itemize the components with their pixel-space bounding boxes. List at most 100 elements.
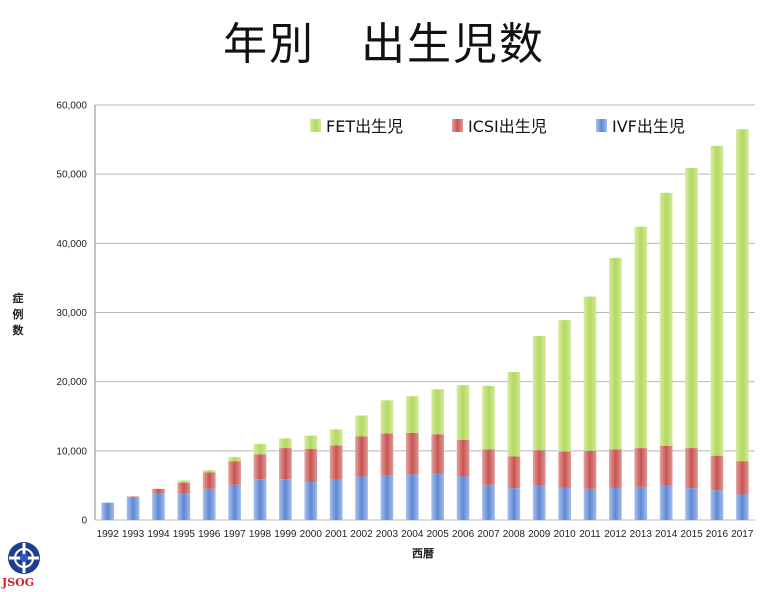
bar-segment-icsi bbox=[558, 451, 571, 488]
x-tick-label: 2009 bbox=[528, 529, 551, 540]
bar-segment-ivf bbox=[329, 479, 343, 520]
y-axis-label: 症例数 bbox=[13, 291, 25, 337]
x-tick-label: 2011 bbox=[579, 529, 601, 540]
y-tick-label: 0 bbox=[81, 516, 87, 527]
bar-segment-ivf bbox=[558, 487, 571, 520]
y-tick-labels: 0 10,000 20,000 30,000 40,000 50,000 60,000 bbox=[56, 101, 87, 527]
bar-segment-ivf bbox=[685, 488, 698, 520]
bar-segment-icsi bbox=[202, 472, 216, 489]
bar-segment-ivf bbox=[456, 476, 470, 520]
x-tick-label: 1999 bbox=[274, 529, 297, 540]
bar-segment-fet bbox=[710, 145, 724, 456]
bar-segment-icsi bbox=[405, 432, 419, 475]
bar-segment-fet bbox=[583, 296, 597, 451]
bar-segment-icsi bbox=[126, 496, 140, 498]
bar-segment-ivf bbox=[152, 493, 165, 520]
x-tick-label: 2001 bbox=[325, 529, 348, 540]
bar-segment-icsi bbox=[355, 436, 368, 477]
x-tick-label: 2017 bbox=[731, 529, 754, 540]
y-axis-label-char: 症 bbox=[13, 291, 24, 305]
bars bbox=[101, 129, 749, 520]
bar-segment-icsi bbox=[177, 482, 191, 494]
x-tick-label: 2004 bbox=[401, 529, 424, 540]
bar-segment-icsi bbox=[228, 461, 241, 485]
x-axis-label: 西暦 bbox=[412, 547, 434, 560]
bar-segment-icsi bbox=[507, 456, 521, 489]
bar-segment-icsi bbox=[583, 450, 597, 489]
bar-segment-fet bbox=[329, 429, 343, 446]
x-tick-label: 2005 bbox=[427, 529, 450, 540]
legend-label: FET出生児 bbox=[326, 117, 403, 136]
bar-segment-icsi bbox=[685, 448, 698, 489]
bar-segment-ivf bbox=[609, 487, 622, 520]
bar-segment-fet bbox=[228, 457, 241, 462]
bar-segment-fet bbox=[659, 192, 673, 446]
x-tick-label: 2007 bbox=[477, 529, 500, 540]
legend-swatch bbox=[596, 119, 607, 132]
bar-segment-ivf bbox=[532, 485, 546, 520]
bar-segment-ivf bbox=[405, 474, 419, 520]
y-tick-label: 30,000 bbox=[56, 308, 87, 319]
y-tick-label: 10,000 bbox=[56, 446, 87, 457]
bar-segment-fet bbox=[609, 257, 622, 450]
bar-segment-icsi bbox=[710, 455, 724, 491]
x-tick-label: 2016 bbox=[706, 529, 729, 540]
bar-segment-icsi bbox=[329, 445, 343, 480]
bar-segment-ivf bbox=[735, 494, 749, 520]
legend-swatch bbox=[310, 119, 321, 132]
bar-segment-ivf bbox=[228, 484, 241, 520]
x-tick-label: 1992 bbox=[97, 529, 120, 540]
bar-segment-fet bbox=[405, 396, 419, 433]
x-tick-label: 2008 bbox=[503, 529, 526, 540]
bar-segment-fet bbox=[634, 226, 648, 449]
y-tick-label: 50,000 bbox=[56, 170, 87, 181]
bar-segment-fet bbox=[431, 389, 445, 435]
x-tick-label: 2014 bbox=[655, 529, 678, 540]
x-tick-label: 1998 bbox=[249, 529, 272, 540]
bar-segment-ivf bbox=[583, 488, 597, 520]
bar-segment-ivf bbox=[659, 485, 673, 520]
y-tick-label: 60,000 bbox=[56, 101, 87, 112]
y-axis-label-char: 数 bbox=[13, 323, 25, 337]
bar-segment-ivf bbox=[507, 488, 521, 520]
bar-segment-icsi bbox=[609, 449, 622, 488]
bar-segment-fet bbox=[735, 129, 749, 462]
legend-label: ICSI出生児 bbox=[468, 117, 547, 136]
bar-segment-icsi bbox=[735, 461, 749, 495]
bar-segment-fet bbox=[304, 435, 318, 449]
bar-segment-ivf bbox=[202, 488, 216, 520]
bar-segment-icsi bbox=[532, 450, 546, 486]
x-tick-label: 1993 bbox=[122, 529, 145, 540]
jsog-logo bbox=[8, 542, 40, 574]
bar-segment-ivf bbox=[634, 486, 648, 520]
x-tick-label: 2015 bbox=[680, 529, 703, 540]
bar-segment-fet bbox=[482, 385, 495, 450]
bar-segment-fet bbox=[558, 320, 571, 452]
bar-segment-fet bbox=[355, 415, 368, 437]
bar-segment-ivf bbox=[482, 484, 495, 520]
bar-segment-icsi bbox=[152, 488, 165, 494]
bar-segment-icsi bbox=[431, 434, 445, 474]
bar-segment-icsi bbox=[456, 439, 470, 477]
legend-label: IVF出生児 bbox=[612, 117, 685, 136]
x-tick-label: 2003 bbox=[376, 529, 399, 540]
bar-segment-ivf bbox=[177, 493, 191, 520]
x-tick-label: 2013 bbox=[630, 529, 653, 540]
bar-segment-icsi bbox=[380, 433, 394, 476]
bar-segment-fet bbox=[279, 438, 292, 449]
bar-segment-icsi bbox=[634, 448, 648, 487]
legend-swatch bbox=[452, 119, 463, 132]
bar-segment-fet bbox=[456, 385, 470, 440]
bar-segment-fet bbox=[253, 443, 267, 455]
bar-segment-fet bbox=[685, 167, 698, 449]
x-tick-label: 1997 bbox=[223, 529, 246, 540]
bar-segment-fet bbox=[177, 480, 191, 483]
x-tick-labels: 1992 1993 1994 1995 1996 1997 1998 1999 2000 2001… bbox=[97, 529, 754, 540]
bar-segment-icsi bbox=[279, 448, 292, 480]
bar-segment-ivf bbox=[710, 490, 724, 520]
bar-segment-ivf bbox=[279, 479, 292, 520]
bar-segment-icsi bbox=[482, 449, 495, 485]
logo-text: JSOG bbox=[2, 576, 35, 589]
y-axis-label-char: 例 bbox=[13, 307, 24, 321]
